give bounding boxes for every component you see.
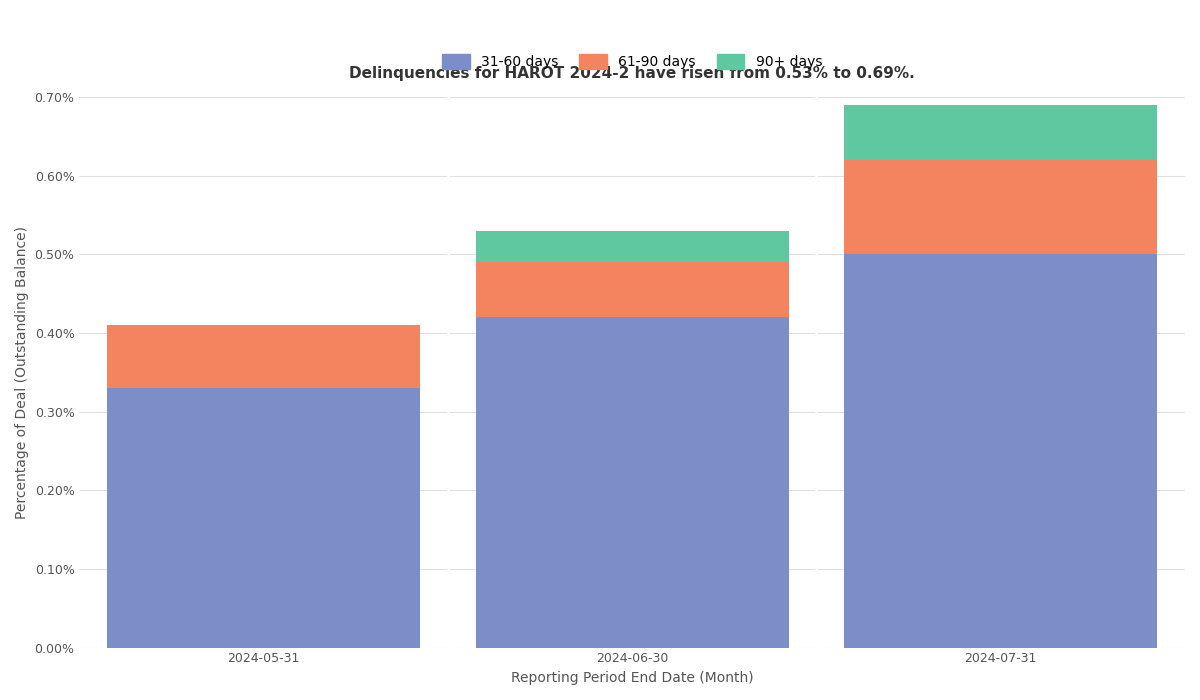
- Bar: [844, 254, 1157, 648]
- Bar: [844, 105, 1157, 160]
- Y-axis label: Percentage of Deal (Outstanding Balance): Percentage of Deal (Outstanding Balance): [14, 226, 29, 519]
- Bar: [475, 317, 788, 648]
- Title: Delinquencies for HAROT 2024-2 have risen from 0.53% to 0.69%.: Delinquencies for HAROT 2024-2 have rise…: [349, 66, 916, 80]
- Bar: [107, 325, 420, 388]
- Legend: 31-60 days, 61-90 days, 90+ days: 31-60 days, 61-90 days, 90+ days: [437, 49, 828, 75]
- Bar: [475, 231, 788, 262]
- Bar: [844, 160, 1157, 254]
- Bar: [107, 388, 420, 648]
- Bar: [475, 262, 788, 317]
- X-axis label: Reporting Period End Date (Month): Reporting Period End Date (Month): [511, 671, 754, 685]
